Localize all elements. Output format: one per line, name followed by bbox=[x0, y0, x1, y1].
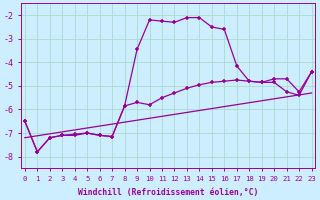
X-axis label: Windchill (Refroidissement éolien,°C): Windchill (Refroidissement éolien,°C) bbox=[78, 188, 258, 197]
